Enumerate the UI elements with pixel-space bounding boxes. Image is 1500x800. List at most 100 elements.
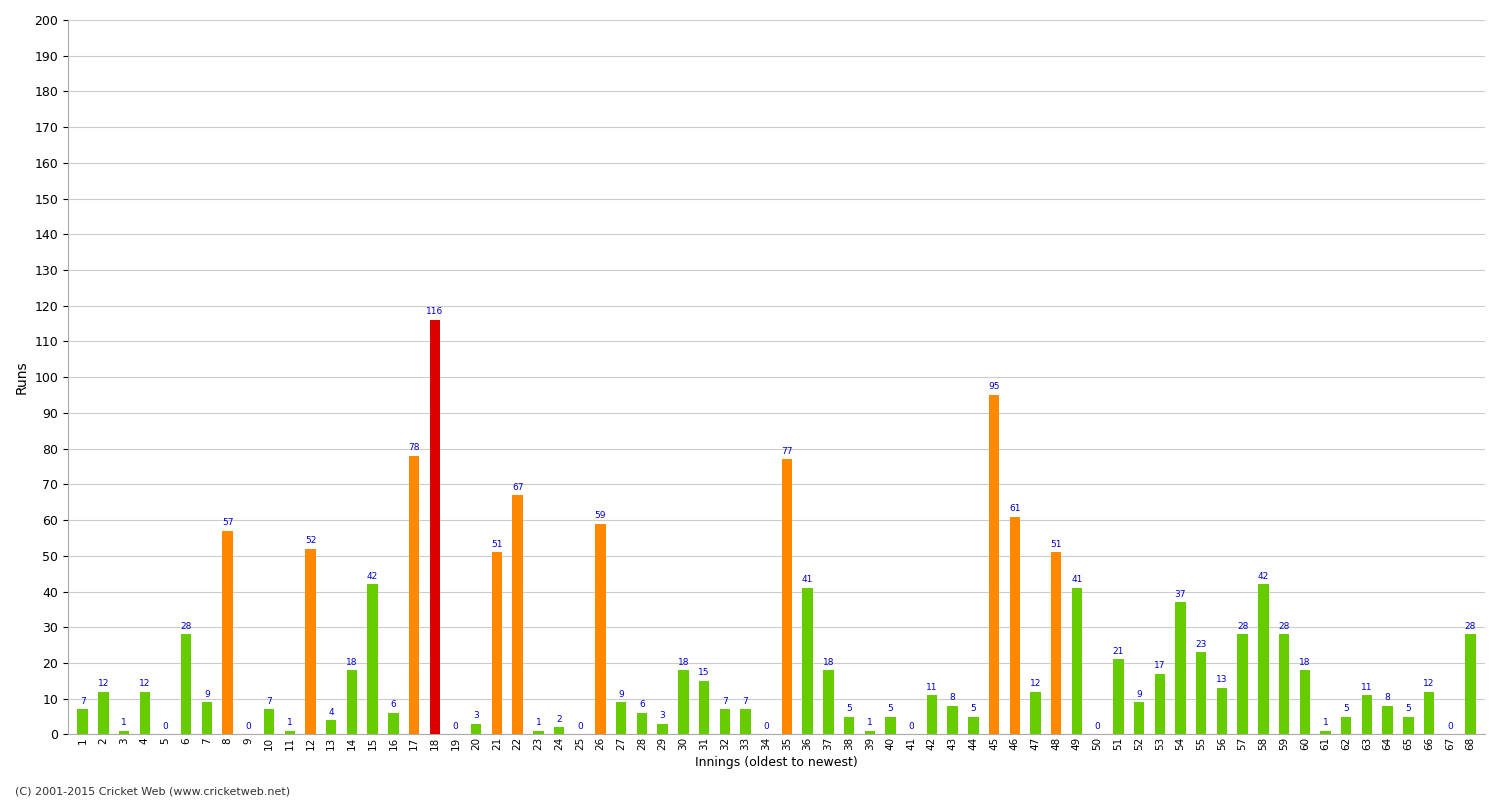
Bar — [824, 670, 834, 734]
Bar — [306, 549, 315, 734]
Bar — [368, 584, 378, 734]
Bar — [346, 670, 357, 734]
Y-axis label: Runs: Runs — [15, 360, 28, 394]
Text: 51: 51 — [490, 540, 502, 549]
Bar — [1030, 691, 1041, 734]
Text: 18: 18 — [678, 658, 688, 666]
Bar — [410, 456, 420, 734]
Text: 28: 28 — [1466, 622, 1476, 631]
X-axis label: Innings (oldest to newest): Innings (oldest to newest) — [694, 756, 858, 769]
Text: 12: 12 — [140, 679, 150, 688]
Text: 42: 42 — [1257, 572, 1269, 581]
Bar — [968, 717, 978, 734]
Bar — [720, 710, 730, 734]
Bar — [657, 724, 668, 734]
Text: 1: 1 — [536, 718, 542, 727]
Text: 41: 41 — [1071, 575, 1083, 584]
Text: 11: 11 — [1360, 682, 1372, 691]
Bar — [1402, 717, 1413, 734]
Bar — [182, 634, 192, 734]
Text: 1: 1 — [867, 718, 873, 727]
Text: 18: 18 — [346, 658, 357, 666]
Bar — [1176, 602, 1185, 734]
Bar — [844, 717, 855, 734]
Text: 61: 61 — [1010, 504, 1020, 513]
Text: 5: 5 — [970, 704, 976, 713]
Bar — [678, 670, 688, 734]
Text: 42: 42 — [368, 572, 378, 581]
Text: 37: 37 — [1174, 590, 1186, 598]
Bar — [1052, 552, 1062, 734]
Text: 4: 4 — [328, 707, 334, 717]
Bar — [802, 588, 813, 734]
Text: 15: 15 — [699, 668, 709, 678]
Bar — [471, 724, 482, 734]
Text: 3: 3 — [474, 711, 478, 720]
Text: 7: 7 — [722, 697, 728, 706]
Bar — [326, 720, 336, 734]
Bar — [264, 710, 274, 734]
Text: 95: 95 — [988, 382, 1000, 391]
Bar — [554, 727, 564, 734]
Bar — [948, 706, 958, 734]
Text: 78: 78 — [408, 443, 420, 452]
Bar — [699, 681, 709, 734]
Bar — [285, 731, 296, 734]
Text: 7: 7 — [80, 697, 86, 706]
Bar — [1196, 652, 1206, 734]
Bar — [1362, 695, 1372, 734]
Bar — [1280, 634, 1290, 734]
Bar — [492, 552, 502, 734]
Bar — [118, 731, 129, 734]
Text: 59: 59 — [596, 511, 606, 520]
Text: 5: 5 — [846, 704, 852, 713]
Text: 0: 0 — [246, 722, 250, 731]
Text: 2: 2 — [556, 714, 562, 724]
Bar — [429, 320, 439, 734]
Text: 8: 8 — [950, 694, 956, 702]
Text: 7: 7 — [742, 697, 748, 706]
Text: 0: 0 — [1448, 722, 1452, 731]
Bar — [513, 495, 523, 734]
Bar — [1072, 588, 1082, 734]
Text: 0: 0 — [764, 722, 770, 731]
Text: 3: 3 — [660, 711, 666, 720]
Bar — [140, 691, 150, 734]
Text: 12: 12 — [98, 679, 109, 688]
Bar — [1258, 584, 1269, 734]
Text: 9: 9 — [204, 690, 210, 698]
Text: 9: 9 — [1136, 690, 1142, 698]
Text: 7: 7 — [266, 697, 272, 706]
Bar — [1113, 659, 1124, 734]
Text: 1: 1 — [1323, 718, 1329, 727]
Bar — [885, 717, 896, 734]
Text: 12: 12 — [1030, 679, 1041, 688]
Bar — [1299, 670, 1310, 734]
Text: 23: 23 — [1196, 640, 1208, 649]
Text: 41: 41 — [802, 575, 813, 584]
Bar — [78, 710, 88, 734]
Bar — [202, 702, 211, 734]
Bar — [1424, 691, 1434, 734]
Bar — [1341, 717, 1352, 734]
Text: 1: 1 — [122, 718, 128, 727]
Text: 0: 0 — [578, 722, 582, 731]
Text: 51: 51 — [1050, 540, 1062, 549]
Text: 5: 5 — [1406, 704, 1411, 713]
Text: 17: 17 — [1154, 661, 1166, 670]
Text: 18: 18 — [1299, 658, 1311, 666]
Text: 28: 28 — [180, 622, 192, 631]
Text: 21: 21 — [1113, 647, 1124, 656]
Bar — [1010, 517, 1020, 734]
Text: 5: 5 — [888, 704, 894, 713]
Text: 9: 9 — [618, 690, 624, 698]
Bar — [988, 395, 999, 734]
Bar — [222, 531, 232, 734]
Bar — [532, 731, 543, 734]
Bar — [864, 731, 874, 734]
Bar — [782, 459, 792, 734]
Text: 57: 57 — [222, 518, 234, 527]
Text: 8: 8 — [1384, 694, 1390, 702]
Bar — [1216, 688, 1227, 734]
Text: 1: 1 — [286, 718, 292, 727]
